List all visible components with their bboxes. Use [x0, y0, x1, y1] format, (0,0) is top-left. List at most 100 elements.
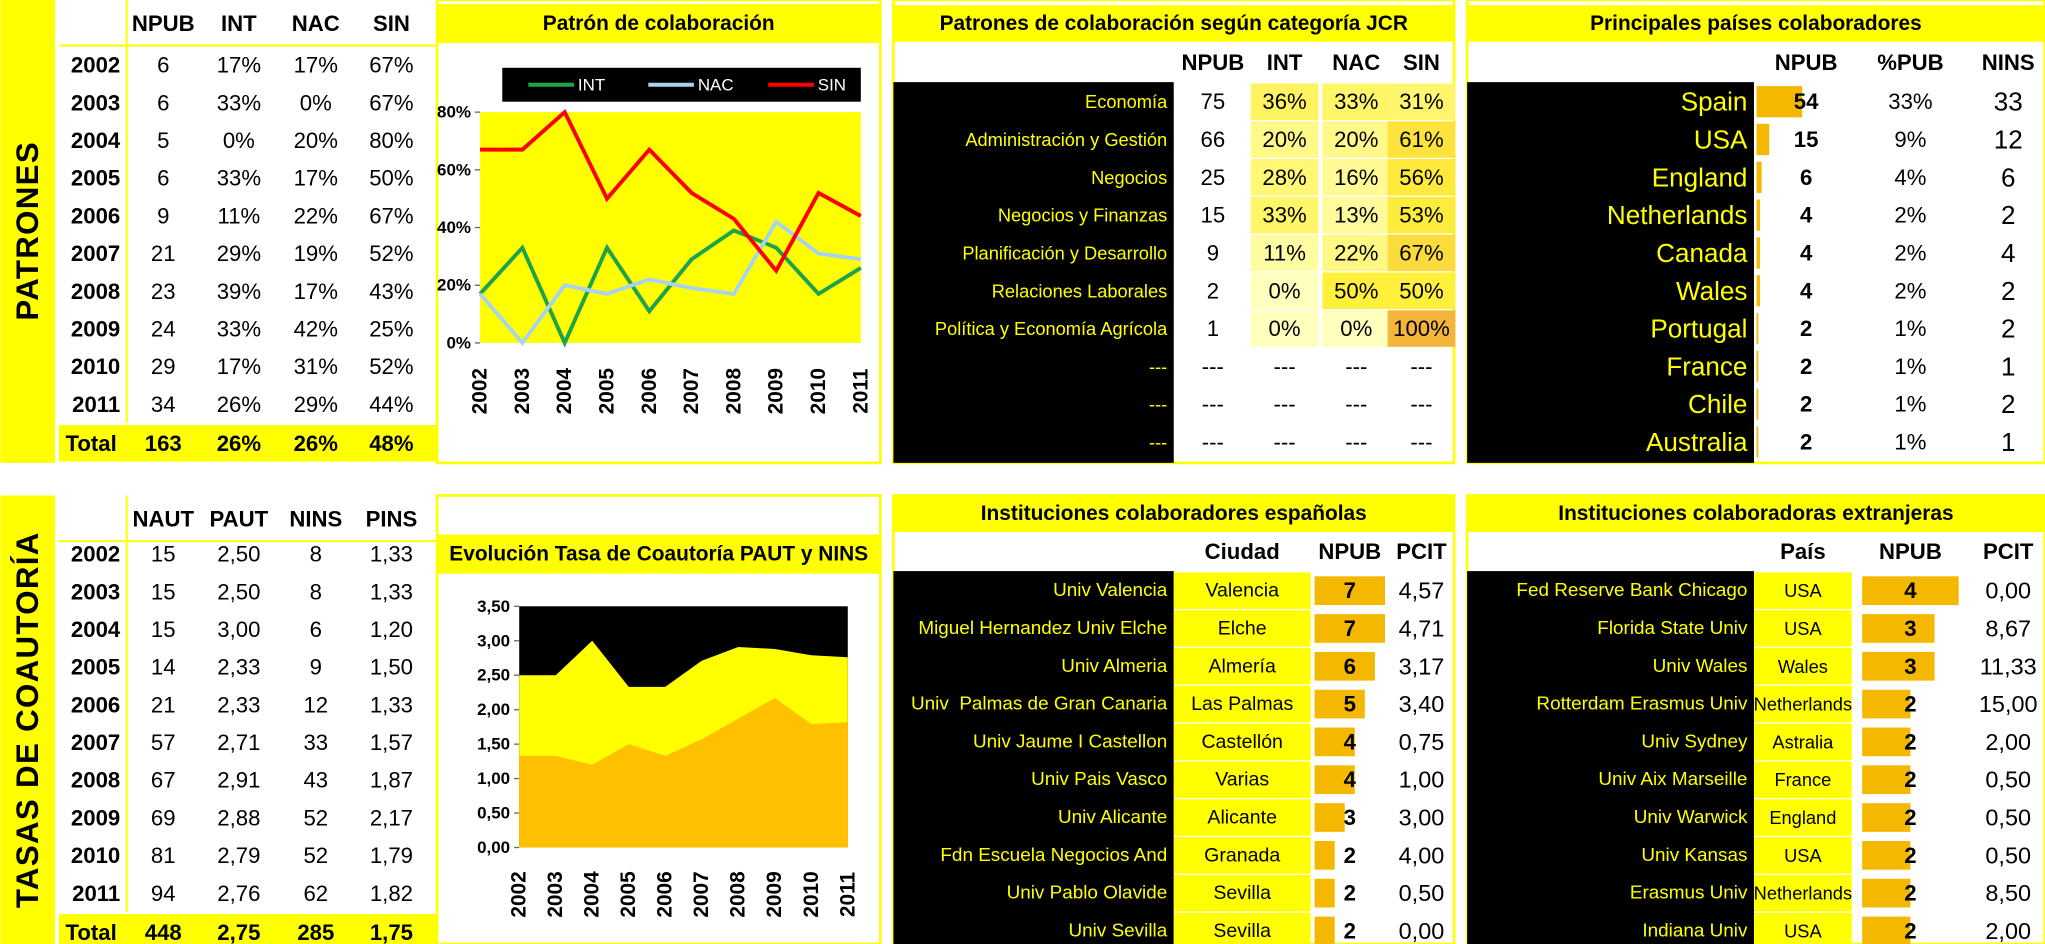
- cell: 67%: [369, 203, 413, 228]
- series-area: [519, 697, 848, 848]
- cell: 39%: [217, 279, 261, 304]
- cell: 16%: [1334, 165, 1378, 190]
- cell: 2002: [71, 53, 120, 78]
- data-bar: [1862, 614, 1935, 643]
- cell: 66: [1201, 127, 1226, 152]
- cell: England: [1769, 807, 1836, 828]
- heat-cell: [1250, 83, 1319, 120]
- cell: USA: [1784, 618, 1822, 639]
- heat-cell: [1250, 310, 1319, 347]
- cell: 2,88: [217, 805, 260, 830]
- cell: 31%: [294, 354, 338, 379]
- cell: 2009: [71, 805, 120, 830]
- row-label: Negocios: [1091, 167, 1167, 188]
- data-bar: [1314, 765, 1355, 795]
- cell: 0,75: [1399, 729, 1445, 755]
- cell: 2: [1800, 392, 1812, 417]
- cell: 2,71: [217, 730, 260, 755]
- row-label: Univ Aix Marseille: [1598, 769, 1747, 790]
- row-label: Wales: [1676, 276, 1747, 306]
- heat-cell: [1322, 83, 1391, 120]
- row-label: Spain: [1681, 87, 1748, 117]
- cell: 15: [151, 542, 176, 567]
- data-bar: [1756, 86, 1803, 118]
- cell: 0,00: [1985, 578, 2031, 604]
- cell: 2: [1344, 843, 1356, 868]
- side-label: TASAS DE COAUTORÍA: [10, 531, 45, 908]
- y-tick-label: 3,50: [477, 597, 510, 616]
- cell: 2,76: [217, 881, 260, 906]
- city-cell: [1753, 723, 1852, 761]
- cell: 57: [151, 730, 176, 755]
- label-column: [1467, 571, 1754, 944]
- cell: 2: [1904, 843, 1916, 868]
- cell: 2005: [71, 655, 120, 680]
- row-label: Negocios y Finanzas: [998, 205, 1167, 226]
- row-label: Chile: [1688, 389, 1747, 419]
- cell: 2007: [71, 730, 120, 755]
- data-bar: [1862, 689, 1911, 719]
- cell: 285: [297, 920, 334, 944]
- data-bar: [1314, 651, 1375, 681]
- heat-cell: [1322, 234, 1391, 272]
- cell: 2003: [71, 90, 120, 115]
- cell: 2: [1800, 354, 1812, 379]
- cell: 2: [1904, 767, 1916, 792]
- cell: 2,75: [217, 920, 260, 944]
- cell: 24: [151, 316, 176, 341]
- heat-cell: [1387, 159, 1456, 196]
- cell: 2: [1904, 881, 1916, 906]
- cell: 33: [303, 730, 328, 755]
- column-header: NINS: [1982, 50, 2035, 75]
- cell: 9: [157, 203, 169, 228]
- row-label: Canada: [1656, 238, 1748, 268]
- cell: 2007: [71, 241, 120, 266]
- cell: 22%: [294, 203, 338, 228]
- cell: 0%: [1269, 278, 1301, 303]
- column-header: País: [1780, 539, 1826, 564]
- cell: 25%: [369, 316, 413, 341]
- data-bar: [1756, 350, 1759, 383]
- cell: Astralia: [1772, 731, 1834, 752]
- cell: 15: [1201, 203, 1226, 228]
- cell: 33%: [1334, 89, 1378, 114]
- series-line: [478, 218, 862, 347]
- cell: 2010: [71, 843, 120, 868]
- cell: 9: [310, 655, 322, 680]
- cell: 7: [1344, 616, 1356, 641]
- city-cell: [1173, 837, 1311, 874]
- cell: Alicante: [1207, 807, 1277, 829]
- cell: 2: [1904, 692, 1916, 717]
- cell: 2011: [72, 881, 120, 906]
- cell: 2: [1800, 430, 1812, 455]
- cell: 75: [1201, 89, 1226, 114]
- cell: 48%: [369, 431, 414, 456]
- row-label: Florida State Univ: [1597, 618, 1748, 639]
- cell: 8: [310, 579, 322, 604]
- column-header: NAC: [292, 11, 340, 36]
- cell: 33%: [1888, 89, 1932, 114]
- heat-cell: [1322, 121, 1391, 158]
- cell: 4: [1800, 203, 1813, 228]
- cell: 4,00: [1399, 842, 1445, 868]
- cell: 52: [303, 843, 328, 868]
- cell: 2%: [1894, 240, 1926, 265]
- cell: 23: [151, 279, 176, 304]
- cell: 1%: [1894, 392, 1926, 417]
- x-tick-label: 2008: [722, 368, 745, 414]
- cell: 33%: [217, 166, 261, 191]
- y-tick-label: 3,00: [477, 631, 510, 650]
- cell: 50%: [369, 166, 413, 191]
- cell: 4%: [1894, 165, 1926, 190]
- y-tick-label: 20%: [437, 276, 471, 295]
- column-header: SIN: [1403, 50, 1440, 75]
- cell: 1,79: [370, 843, 413, 868]
- cell: 0%: [1269, 316, 1301, 341]
- column-header: INT: [1267, 50, 1303, 75]
- cell: 22%: [1334, 240, 1378, 265]
- cell: 0,00: [1399, 918, 1445, 944]
- y-tick-label: 1,50: [477, 735, 510, 754]
- heat-cell: [1322, 159, 1391, 196]
- cell: Netherlands: [1754, 694, 1852, 715]
- table-title-bg: [893, 495, 1455, 532]
